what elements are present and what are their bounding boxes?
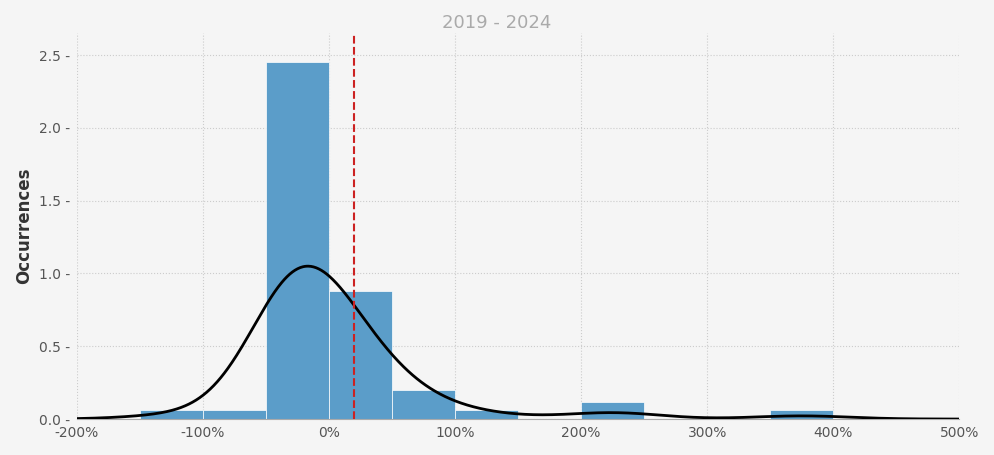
Bar [581, 402, 644, 419]
Bar [265, 62, 329, 419]
Bar [455, 410, 518, 419]
Bar [203, 410, 265, 419]
Bar [329, 291, 392, 419]
Bar [392, 390, 455, 419]
Bar [140, 410, 203, 419]
Text: 2019 - 2024: 2019 - 2024 [442, 14, 552, 32]
Y-axis label: Occurrences: Occurrences [15, 168, 33, 284]
Bar [770, 410, 833, 419]
